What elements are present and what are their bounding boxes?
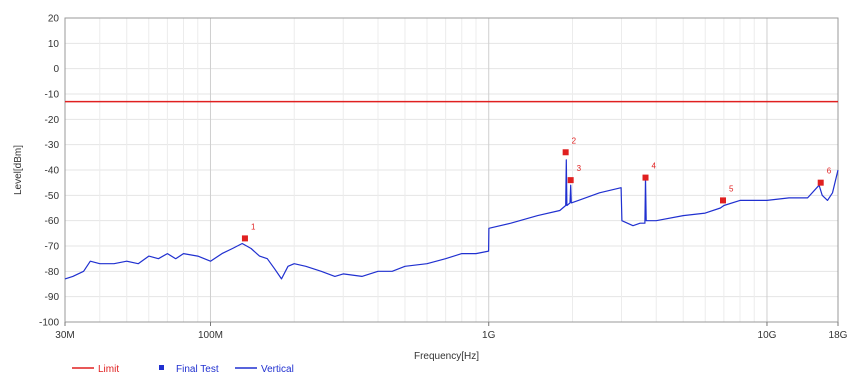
y-tick-label: 20 xyxy=(48,14,60,25)
final-test-point xyxy=(241,235,248,242)
y-tick-label: 10 xyxy=(48,39,60,50)
final-test-point xyxy=(567,177,574,184)
final-test-point-label: 2 xyxy=(572,136,577,145)
final-test-point xyxy=(720,197,727,204)
series xyxy=(64,100,839,280)
y-tick-label: -80 xyxy=(45,267,60,278)
y-tick-label: -10 xyxy=(45,90,60,101)
legend-label: Limit xyxy=(98,364,119,375)
y-tick-label: -30 xyxy=(45,140,60,151)
y-tick-label: -60 xyxy=(45,216,60,227)
final-test-point-label: 3 xyxy=(577,164,582,173)
y-tick-label: -70 xyxy=(45,242,60,253)
y-tick-label: -100 xyxy=(39,318,59,329)
x-tick-label: 100M xyxy=(198,330,223,341)
x-tick-label: 18G xyxy=(829,330,848,341)
vertical-line xyxy=(64,159,839,280)
y-tick-label: -90 xyxy=(45,292,60,303)
y-tick-label: -20 xyxy=(45,115,60,126)
y-tick-label: -40 xyxy=(45,166,60,177)
final-test-point-label: 6 xyxy=(827,167,832,176)
final-test-point-label: 4 xyxy=(652,162,657,171)
legend-swatch xyxy=(159,365,164,370)
final-test-point xyxy=(642,174,649,181)
y-tick-label: 0 xyxy=(53,64,59,75)
x-tick-label: 1G xyxy=(482,330,496,341)
y-tick-label: -50 xyxy=(45,191,60,202)
legend-label: Vertical xyxy=(261,364,294,375)
final-test-markers: 1 2 3 4 5 6 xyxy=(241,136,832,242)
x-axis-title: Frequency[Hz] xyxy=(414,351,479,362)
x-tick-label: 30M xyxy=(55,330,74,341)
y-axis-title: Level[dBm] xyxy=(13,145,24,195)
final-test-point xyxy=(562,149,569,156)
legend: Limit Final Test Vertical xyxy=(72,364,294,375)
final-test-point-label: 5 xyxy=(729,184,734,193)
legend-label: Final Test xyxy=(176,364,219,375)
final-test-point xyxy=(817,179,824,186)
grid xyxy=(65,17,838,323)
x-tick-label: 10G xyxy=(758,330,777,341)
final-test-point-label: 1 xyxy=(251,222,256,231)
